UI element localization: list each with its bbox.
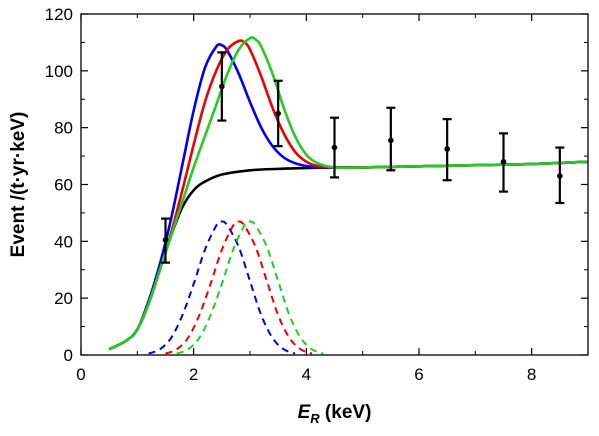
red-solid-curve	[108, 39, 589, 351]
data-point	[330, 116, 339, 179]
x-axis-subscript: R	[310, 411, 320, 426]
data-point	[442, 118, 452, 182]
red-dashed-curve	[165, 220, 313, 355]
y-axis-ticks: 0 20 40 60 80 100 120	[45, 5, 588, 365]
x-tick-label: 8	[527, 365, 536, 384]
x-tick-label: 4	[302, 365, 311, 384]
x-axis-ticks: 0 2 4 6 8	[76, 14, 536, 384]
plot-frame	[80, 13, 589, 356]
x-tick-label: 0	[76, 365, 85, 384]
green-dashed-curve	[176, 220, 324, 355]
data-point	[161, 217, 170, 264]
y-tick-label: 80	[54, 119, 73, 138]
black-solid-curve	[108, 160, 589, 351]
data-marker	[388, 137, 394, 144]
blue-dashed-curve	[148, 220, 296, 355]
x-axis-title: ER (keV)	[298, 402, 372, 426]
y-tick-label: 100	[45, 62, 73, 81]
y-tick-label: 40	[54, 232, 73, 251]
data-point	[217, 51, 227, 122]
y-tick-label: 120	[45, 5, 73, 24]
data-marker	[444, 146, 450, 152]
data-point	[499, 132, 508, 193]
data-marker	[557, 173, 563, 179]
data-marker	[162, 237, 169, 243]
data-marker	[331, 144, 338, 151]
x-axis-symbol: E	[298, 402, 312, 423]
green-solid-curve	[108, 36, 589, 351]
data-points	[161, 51, 565, 264]
y-axis-title: Event /(t·yr·keV)	[8, 112, 29, 258]
data-point	[555, 146, 565, 205]
y-tick-label: 20	[54, 289, 73, 308]
y-tick-label: 0	[64, 346, 73, 365]
y-tick-label: 60	[54, 176, 73, 195]
data-marker	[219, 83, 225, 90]
x-tick-label: 6	[414, 365, 423, 384]
x-axis-unit: (keV)	[320, 402, 372, 423]
x-tick-label: 2	[189, 365, 198, 384]
data-marker	[275, 110, 281, 117]
data-point	[386, 106, 396, 172]
data-point	[273, 79, 283, 148]
data-marker	[500, 158, 507, 165]
series-lines	[108, 36, 589, 355]
